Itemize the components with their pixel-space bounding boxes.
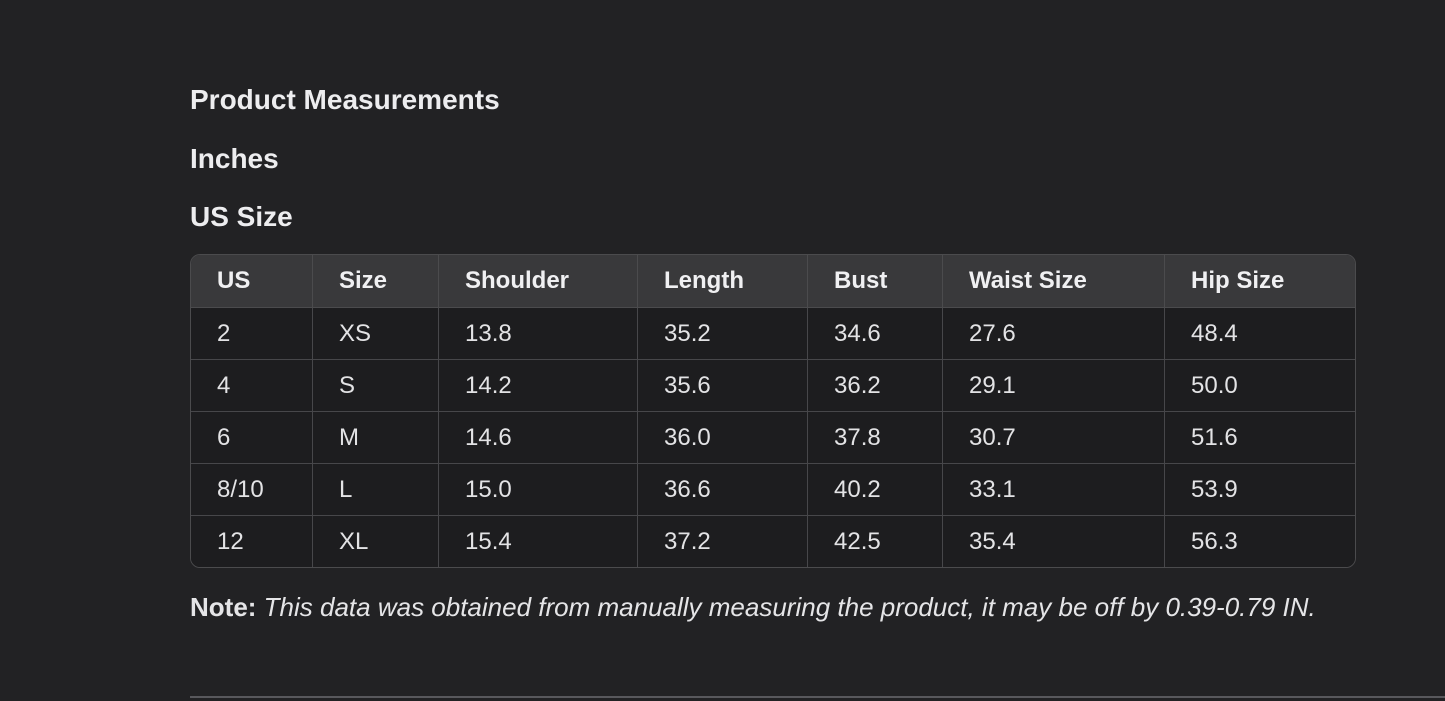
table-cell: 35.4 xyxy=(943,516,1165,567)
table-cell: 50.0 xyxy=(1165,360,1355,412)
measurement-note: Note: This data was obtained from manual… xyxy=(190,592,1357,622)
table-cell: 53.9 xyxy=(1165,464,1355,516)
table-cell: XL xyxy=(313,516,439,567)
note-label: Note: xyxy=(190,592,257,622)
table-row: 6 M 14.6 36.0 37.8 30.7 51.6 xyxy=(191,412,1355,464)
column-header: Shoulder xyxy=(439,255,638,308)
column-header: Hip Size xyxy=(1165,255,1355,308)
table-header: US Size Shoulder Length Bust Waist Size Hip Si… xyxy=(191,255,1355,308)
table-cell: 2 xyxy=(191,308,313,360)
table-cell: 12 xyxy=(191,516,313,567)
column-header: US xyxy=(191,255,313,308)
column-header: Bust xyxy=(808,255,943,308)
unit-label: Inches xyxy=(190,143,279,174)
table-cell: 37.2 xyxy=(638,516,808,567)
note-text: This data was obtained from manually mea… xyxy=(256,592,1316,622)
measurements-table: US Size Shoulder Length Bust Waist Size Hip Si… xyxy=(190,254,1356,568)
size-system-label: US Size xyxy=(190,201,293,232)
table-cell: 15.0 xyxy=(439,464,638,516)
table-cell: 30.7 xyxy=(943,412,1165,464)
table-cell: 14.6 xyxy=(439,412,638,464)
table-row: 8/10 L 15.0 36.6 40.2 33.1 53.9 xyxy=(191,464,1355,516)
table-cell: 37.8 xyxy=(808,412,943,464)
table-row: 2 XS 13.8 35.2 34.6 27.6 48.4 xyxy=(191,308,1355,360)
table-cell: 15.4 xyxy=(439,516,638,567)
table-cell: 42.5 xyxy=(808,516,943,567)
table-body: 2 XS 13.8 35.2 34.6 27.6 48.4 4 S 14.2 35.6 36.2 29.… xyxy=(191,308,1355,567)
table-cell: 36.2 xyxy=(808,360,943,412)
table-cell: 13.8 xyxy=(439,308,638,360)
table-cell: 34.6 xyxy=(808,308,943,360)
section-divider xyxy=(190,696,1445,698)
table-cell: 4 xyxy=(191,360,313,412)
table-cell: 33.1 xyxy=(943,464,1165,516)
table-cell: M xyxy=(313,412,439,464)
table-cell: 40.2 xyxy=(808,464,943,516)
table-row: 12 XL 15.4 37.2 42.5 35.4 56.3 xyxy=(191,516,1355,567)
table-cell: XS xyxy=(313,308,439,360)
table-cell: 36.0 xyxy=(638,412,808,464)
table-cell: 35.6 xyxy=(638,360,808,412)
table-cell: 8/10 xyxy=(191,464,313,516)
table-cell: 29.1 xyxy=(943,360,1165,412)
table-row: 4 S 14.2 35.6 36.2 29.1 50.0 xyxy=(191,360,1355,412)
table-cell: 27.6 xyxy=(943,308,1165,360)
column-header: Length xyxy=(638,255,808,308)
table-cell: 51.6 xyxy=(1165,412,1355,464)
table-cell: 35.2 xyxy=(638,308,808,360)
table-header-row: US Size Shoulder Length Bust Waist Size Hip Si… xyxy=(191,255,1355,308)
measurements-section: Product Measurements Inches US Size US Si… xyxy=(190,0,1357,622)
page-title: Product Measurements xyxy=(190,84,500,115)
column-header: Waist Size xyxy=(943,255,1165,308)
table-cell: 14.2 xyxy=(439,360,638,412)
column-header: Size xyxy=(313,255,439,308)
table-cell: 36.6 xyxy=(638,464,808,516)
table-cell: 48.4 xyxy=(1165,308,1355,360)
table-cell: 6 xyxy=(191,412,313,464)
table-cell: L xyxy=(313,464,439,516)
table-cell: 56.3 xyxy=(1165,516,1355,567)
table-cell: S xyxy=(313,360,439,412)
